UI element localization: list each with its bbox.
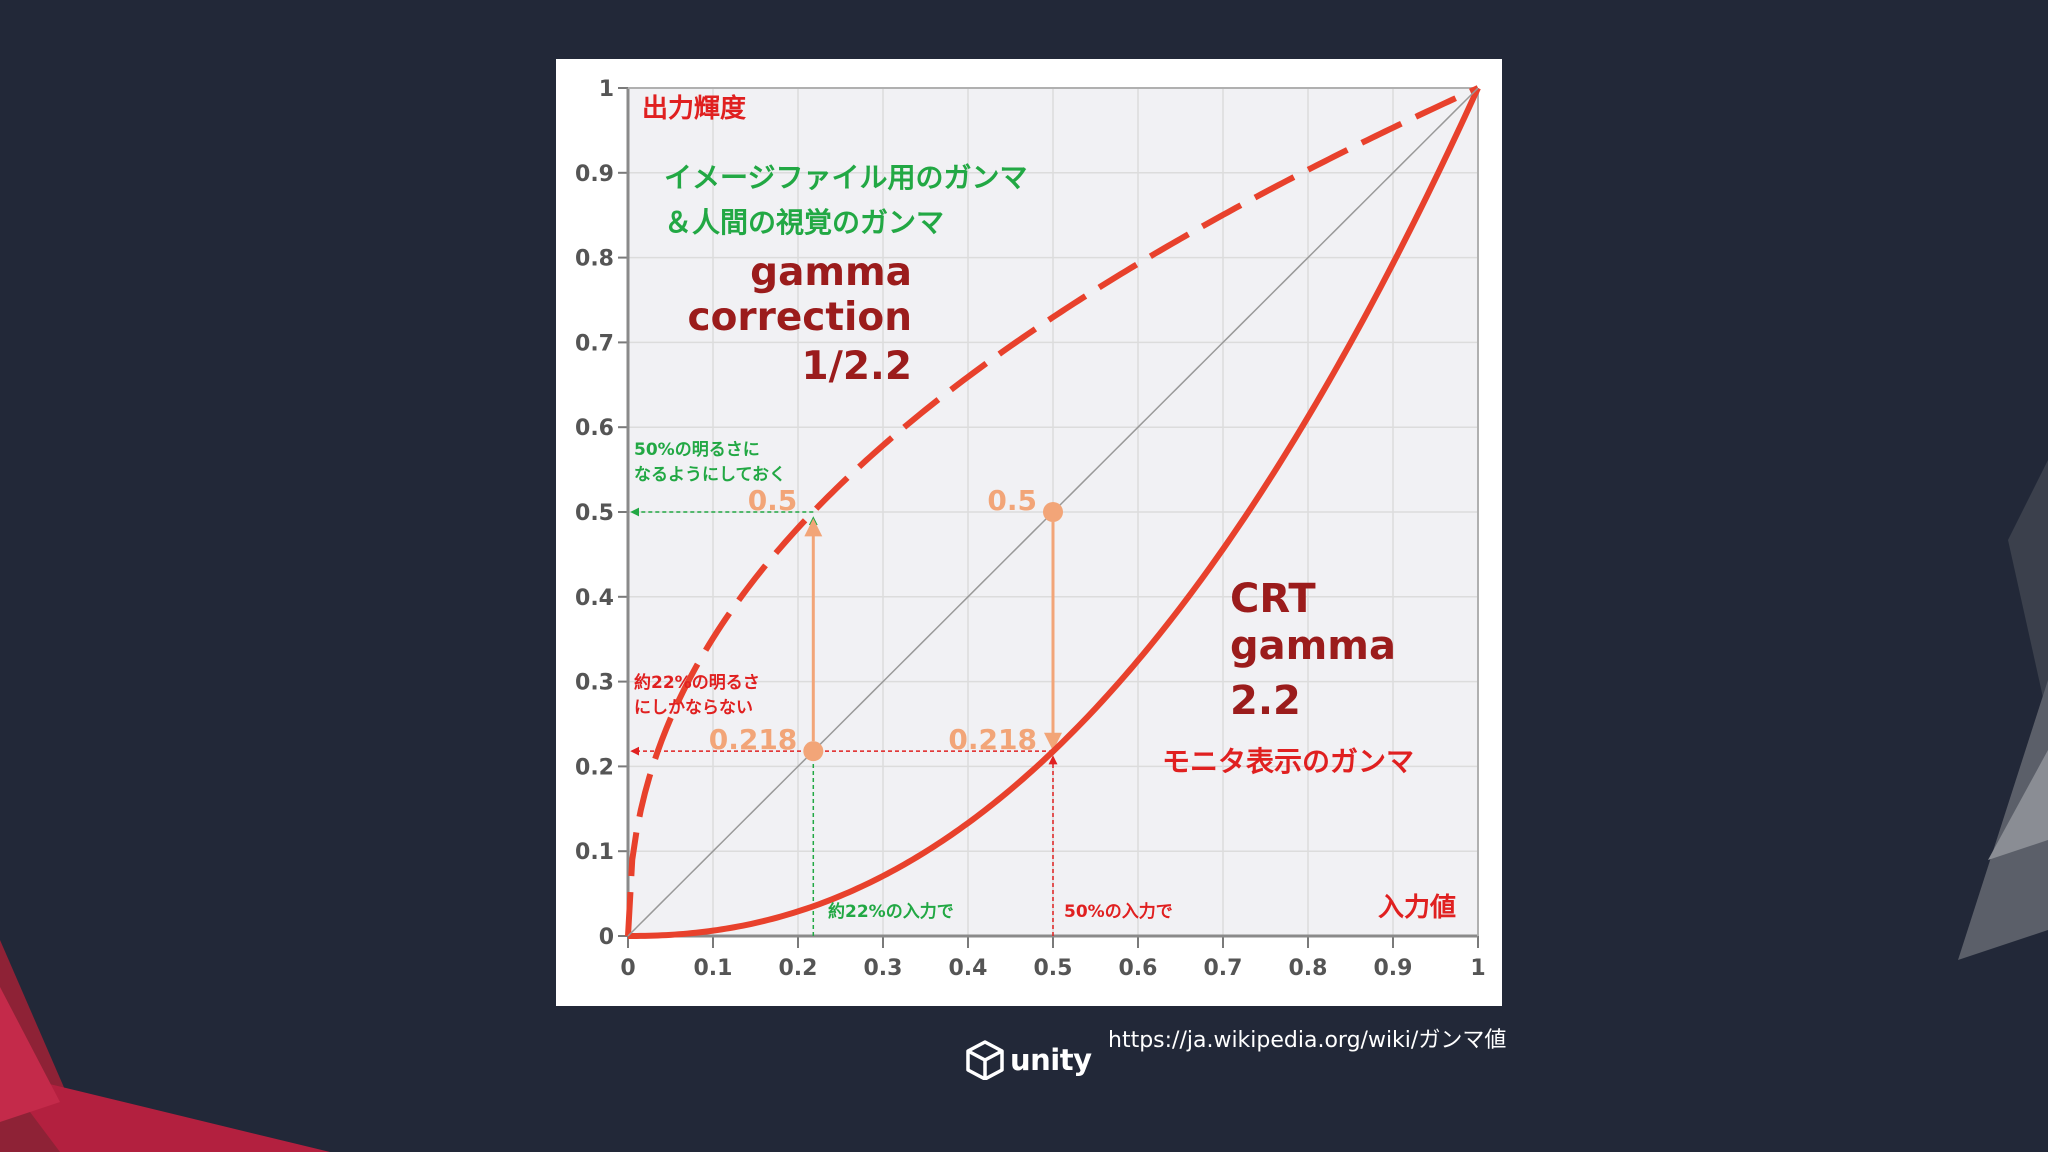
red-note-line1: 約22%の明るさ	[634, 672, 760, 693]
unity-cube-icon	[966, 1040, 1004, 1080]
data-point	[803, 741, 824, 762]
tick-label-x: 0	[620, 956, 635, 981]
unity-logo: unity	[966, 1038, 1092, 1082]
green-title-line2: ＆人間の視覚のガンマ	[664, 206, 944, 239]
data-point-label: 0.218	[948, 723, 1037, 756]
guide-lines	[630, 507, 1062, 936]
input-22-label: 約22%の入力で	[828, 901, 954, 922]
monitor-gamma-label: モニタ表示のガンマ	[1162, 745, 1414, 778]
data-point	[1043, 502, 1063, 522]
series-line-solid	[627, 86, 1481, 939]
tick-label-y: 0.5	[575, 501, 614, 526]
source-url[interactable]: https://ja.wikipedia.org/wiki/ガンマ値	[1108, 1028, 1507, 1053]
correction-line2: correction	[687, 295, 912, 340]
tick-label-y: 0.3	[575, 671, 614, 696]
tick-label-x: 0.8	[1289, 956, 1328, 981]
input-50-label: 50%の入力で	[1064, 901, 1173, 922]
tick-label-x: 0.5	[1034, 956, 1073, 981]
tick-label-x: 0.6	[1119, 956, 1158, 981]
red-note-line2: にしかならない	[634, 698, 753, 718]
ylabel: 出力輝度	[642, 93, 746, 124]
green-note-line2: なるようにしておく	[634, 465, 786, 485]
green-title-line1: イメージファイル用のガンマ	[664, 161, 1027, 194]
tick-label-y: 0.1	[575, 840, 614, 865]
tick-label-x: 0.7	[1204, 956, 1243, 981]
tick-label-x: 0.1	[694, 956, 733, 981]
xlabel: 入力値	[1378, 893, 1456, 923]
gamma-chart: 0 0.1 0.2 0.3 0.4 0.5 0.6 0.7 0.8 0.9 1 0 0.1 0.2 0.3 0…	[575, 77, 1486, 981]
tick-label-x: 0.2	[779, 956, 818, 981]
tick-label-y: 0.2	[575, 755, 614, 780]
tick-label-y: 0.4	[575, 586, 614, 611]
tick-label-y: 1	[599, 77, 614, 102]
tick-label-x: 1	[1470, 956, 1485, 981]
tick-label-y: 0.6	[575, 416, 614, 441]
tick-label-x: 0.9	[1374, 956, 1413, 981]
correction-line3: 1/2.2	[802, 344, 912, 389]
axis-ticks: 0 0.1 0.2 0.3 0.4 0.5 0.6 0.7 0.8 0.9 1 0 0.1 0.2 0.3 0…	[575, 77, 1486, 981]
crt-line1: CRT	[1230, 576, 1316, 622]
tick-label-y: 0.9	[575, 162, 614, 187]
tick-label-x: 0.3	[864, 956, 903, 981]
decorative-triangles-right	[1958, 460, 2048, 960]
series-line-dashed	[625, 85, 1480, 937]
crt-line2: gamma	[1230, 623, 1396, 669]
unity-wordmark: unity	[1010, 1043, 1092, 1077]
data-point-label: 0.5	[748, 484, 798, 517]
tick-label-y: 0	[599, 925, 614, 950]
tick-label-y: 0.7	[575, 331, 614, 356]
tick-label-x: 0.4	[949, 956, 988, 981]
points: 0.5 0.5 0.218 0.218	[709, 484, 1063, 762]
crt-line3: 2.2	[1230, 678, 1301, 724]
green-note-line1: 50%の明るさに	[634, 440, 760, 460]
correction-line1: gamma	[750, 250, 912, 295]
data-point-label: 0.5	[987, 484, 1037, 517]
annotations: 出力輝度 入力値 イメージファイル用のガンマ ＆人間の視覚のガンマ gamma …	[634, 93, 1456, 923]
decorative-triangles-left	[0, 940, 330, 1152]
chart-panel: 0 0.1 0.2 0.3 0.4 0.5 0.6 0.7 0.8 0.9 1 0 0.1 0.2 0.3 0…	[556, 59, 1502, 1006]
tick-label-y: 0.8	[575, 247, 614, 272]
data-point-label: 0.218	[709, 723, 798, 756]
